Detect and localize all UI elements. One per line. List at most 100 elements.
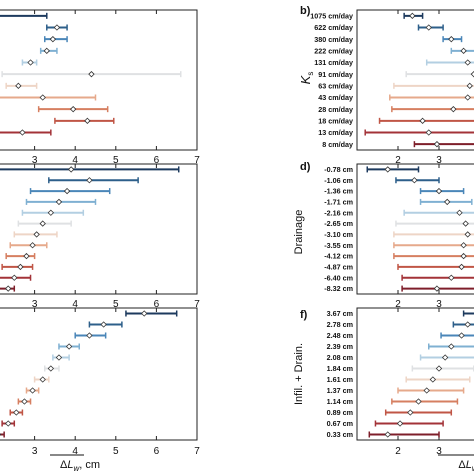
x-tick-label: 4	[72, 299, 78, 310]
category-label: 1.37 cm	[327, 386, 353, 395]
x-tick-label: 4	[72, 446, 78, 457]
x-tick-label: 2	[395, 446, 401, 457]
category-label: 3.67 cm	[327, 309, 353, 318]
panel-d: 2 3 -0.78 cm -1.06 cm -1.36 cm -1.71 cm-2.16 …	[293, 161, 474, 310]
data-point	[448, 274, 455, 281]
data-point	[0, 433, 2, 436]
x-tick-label: 3	[436, 299, 442, 310]
category-label: 28 cm/day	[318, 105, 353, 114]
data-point	[464, 94, 471, 101]
plot-frame	[0, 9, 198, 151]
data-point	[65, 343, 73, 350]
category-label: -3.10 cm	[324, 230, 353, 239]
data-point	[39, 220, 46, 227]
category-label: -2.65 cm	[324, 219, 353, 228]
data-point	[5, 420, 12, 427]
category-label: 1.61 cm	[327, 375, 353, 384]
data-point	[460, 242, 467, 249]
data-point	[415, 398, 422, 405]
data-point	[425, 129, 432, 136]
panel-label: f)	[300, 309, 308, 321]
x-tick-label: 6	[154, 299, 160, 310]
data-point	[396, 420, 404, 427]
data-point	[23, 252, 30, 260]
data-point	[460, 252, 467, 260]
category-label: 2.48 cm	[327, 331, 353, 340]
x-tick-label: 5	[113, 446, 119, 457]
category-label: 2.08 cm	[327, 353, 353, 362]
data-point	[464, 231, 471, 238]
data-point	[55, 198, 63, 206]
plot-frame	[356, 9, 474, 151]
data-point	[450, 106, 457, 113]
plot-frame	[0, 163, 198, 295]
data-point	[27, 59, 34, 66]
category-label: -0.78 cm	[324, 165, 353, 174]
data-point	[435, 187, 443, 195]
category-label: 8 cm/day	[322, 140, 353, 149]
panel-left-middle: 3 4 5 6 7	[0, 163, 200, 310]
data-point	[21, 398, 28, 405]
data-point	[15, 82, 22, 89]
data-point	[409, 12, 416, 19]
data-point	[19, 129, 26, 136]
data-point	[47, 209, 55, 216]
data-point	[88, 71, 95, 78]
data-point	[63, 187, 71, 195]
x-tick-label: 7	[194, 299, 200, 310]
data-point	[429, 376, 437, 383]
x-axis-title: ΔLw, cm	[60, 459, 100, 473]
data-point	[458, 263, 465, 271]
category-label: 380 cm/day	[314, 35, 353, 44]
data-point	[55, 354, 63, 361]
plot-frame	[356, 307, 474, 441]
category-label: 1.84 cm	[327, 364, 353, 373]
data-point	[444, 198, 451, 206]
x-tick-label: 6	[154, 155, 160, 166]
data-point	[384, 431, 391, 438]
category-label: 43 cm/day	[318, 93, 353, 102]
data-point	[43, 47, 50, 54]
data-point	[11, 274, 18, 281]
data-point	[407, 409, 414, 416]
data-point	[17, 263, 24, 271]
category-label: -3.55 cm	[324, 241, 353, 250]
category-label: 91 cm/day	[318, 70, 353, 79]
category-label: 0.89 cm	[327, 408, 353, 417]
data-point	[141, 310, 148, 317]
x-tick-label: 3	[436, 155, 442, 166]
x-tick-label: 2	[395, 299, 401, 310]
data-point	[84, 117, 91, 124]
category-label: 0.33 cm	[327, 430, 353, 439]
data-point	[423, 387, 430, 394]
category-label: 131 cm/day	[314, 58, 353, 67]
data-point	[13, 409, 20, 416]
category-label: 1.14 cm	[327, 397, 353, 406]
data-point	[39, 376, 46, 383]
panels-layer: 3 4 5 6 7 3 4 5 6 7 3 4 5 6 7 ΔLw, cm 2 3 1075 cm/day 622 c…	[0, 5, 474, 473]
data-point	[67, 166, 75, 173]
category-label: -1.36 cm	[324, 187, 353, 196]
data-point	[29, 242, 36, 249]
data-point	[466, 82, 473, 89]
panel-left-top: 3 4 5 6 7	[0, 9, 200, 166]
data-point	[5, 285, 12, 292]
y-axis-title: Drainage	[293, 210, 305, 255]
x-tick-label: 2	[395, 155, 401, 166]
data-point	[53, 24, 61, 31]
data-point	[39, 94, 46, 101]
data-point	[411, 177, 418, 184]
x-tick-label: 7	[194, 446, 200, 457]
category-label: 0.67 cm	[327, 419, 353, 428]
plot-frame	[356, 163, 474, 295]
panel-label: d)	[300, 161, 311, 173]
data-point	[448, 343, 455, 350]
x-tick-label: 5	[113, 299, 119, 310]
data-point	[384, 166, 391, 173]
category-label: 2.39 cm	[327, 342, 353, 351]
plot-frame	[0, 307, 198, 441]
data-point	[419, 117, 426, 124]
y-axis-title: Infil. + Drain.	[293, 343, 305, 405]
x-tick-label: 3	[436, 446, 442, 457]
category-label: -2.16 cm	[324, 208, 353, 217]
